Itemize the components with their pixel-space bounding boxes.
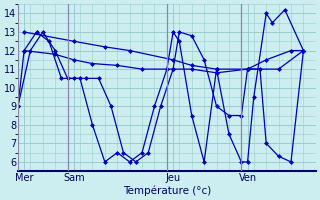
X-axis label: Température (°c): Température (°c) xyxy=(123,185,211,196)
